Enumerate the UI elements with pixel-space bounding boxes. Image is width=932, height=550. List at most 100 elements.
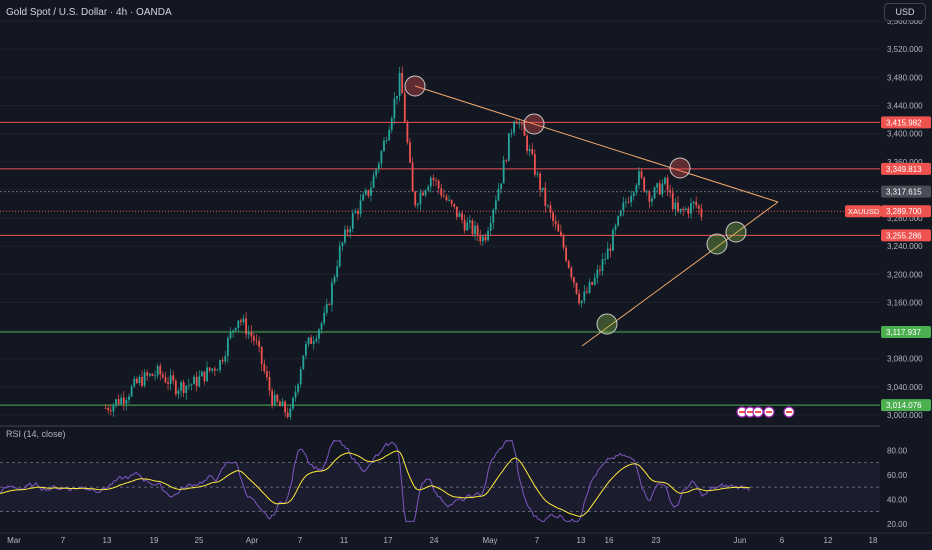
level-badge — [881, 185, 931, 198]
candle-body — [167, 382, 169, 385]
candle-body — [612, 229, 614, 251]
candle-body — [526, 135, 528, 151]
candle-body — [674, 202, 677, 210]
candle-body — [664, 177, 666, 184]
level-label: 3,255.286 — [886, 231, 922, 240]
chart-title: Gold Spot / U.S. Dollar · 4h · OANDA — [6, 7, 172, 18]
candle-body — [440, 188, 443, 196]
candle-body — [276, 394, 279, 402]
candle-body — [562, 236, 565, 248]
candle-body — [442, 195, 445, 197]
candle-body — [635, 185, 638, 193]
candle-body — [481, 236, 484, 242]
candle-body — [315, 338, 318, 342]
level-badge — [881, 162, 931, 175]
x-tick-label: 11 — [340, 536, 349, 545]
candle-body — [273, 394, 276, 406]
candle-body — [234, 327, 237, 331]
candle-body — [645, 191, 648, 193]
candle-body — [671, 192, 674, 210]
rsi-tick-label: 20.00 — [887, 520, 908, 529]
candle-body — [661, 183, 664, 195]
candle-body — [638, 171, 640, 186]
x-tick-label: 18 — [869, 536, 878, 545]
candle-body — [112, 404, 115, 412]
candle-body — [219, 360, 221, 370]
candle-body — [588, 282, 591, 293]
candle-body — [247, 332, 250, 335]
candle-body — [523, 124, 526, 136]
candle-body — [632, 192, 635, 197]
candle-body — [148, 373, 151, 376]
candle-body — [224, 356, 227, 362]
candle-body — [601, 259, 604, 271]
candle-body — [695, 201, 698, 206]
candle-body — [573, 277, 575, 283]
event-flag-stripe — [755, 411, 761, 413]
y-tick-label: 3,440.000 — [887, 102, 923, 111]
candle-body — [494, 200, 497, 210]
candle-body — [411, 162, 414, 192]
candle-body — [203, 371, 206, 382]
candle-body — [372, 175, 375, 188]
candle-body — [281, 401, 284, 407]
candle-body — [651, 198, 653, 202]
candle-body — [151, 373, 154, 376]
candle-body — [338, 246, 341, 267]
candle-body — [198, 376, 201, 387]
y-tick-label: 3,240.000 — [887, 242, 923, 251]
candle-body — [229, 331, 232, 339]
candle-body — [333, 277, 336, 283]
candle-body — [377, 163, 380, 170]
candle-body — [393, 98, 396, 119]
candle-body — [305, 344, 307, 356]
candle-body — [213, 368, 216, 371]
candle-body — [591, 282, 594, 285]
event-flag-stripe — [786, 411, 792, 413]
candle-body — [206, 367, 208, 382]
candle-body — [357, 210, 359, 215]
candle-body — [115, 399, 117, 405]
candle-body — [187, 384, 190, 386]
candle-body — [697, 205, 700, 209]
rsi-line — [0, 440, 751, 522]
x-tick-label: 6 — [780, 536, 785, 545]
candle-body — [208, 367, 211, 371]
candle-body — [135, 378, 138, 384]
y-tick-label: 3,200.000 — [887, 270, 923, 279]
candle-body — [479, 235, 482, 242]
candle-body — [182, 382, 185, 393]
candle-body — [141, 376, 143, 386]
candle-body — [255, 340, 258, 342]
x-tick-label: Apr — [246, 536, 259, 545]
candle-body — [294, 391, 297, 398]
candle-body — [279, 401, 281, 407]
candle-body — [648, 191, 651, 202]
candle-body — [692, 201, 695, 204]
currency-button[interactable]: USD — [884, 3, 926, 21]
candle-body — [437, 180, 440, 189]
touch-point-marker — [725, 221, 747, 243]
touch-point-marker — [523, 113, 545, 135]
candle-body — [367, 190, 370, 196]
x-tick-label: 16 — [605, 536, 614, 545]
candle-body — [375, 169, 378, 176]
level-label: 3,317.615 — [886, 188, 922, 197]
candle-body — [216, 369, 219, 371]
candle-body — [567, 260, 570, 268]
level-badge — [881, 116, 931, 129]
candle-body — [250, 332, 253, 337]
candle-body — [546, 205, 549, 207]
x-tick-label: Mar — [7, 536, 21, 545]
candle-body — [414, 191, 417, 206]
x-tick-label: 24 — [430, 536, 439, 545]
candle-body — [232, 330, 234, 332]
candle-body — [518, 123, 521, 125]
candle-body — [492, 209, 495, 223]
candle-body — [109, 410, 112, 412]
candle-body — [554, 220, 557, 225]
candle-body — [677, 202, 679, 212]
candle-body — [331, 282, 333, 305]
